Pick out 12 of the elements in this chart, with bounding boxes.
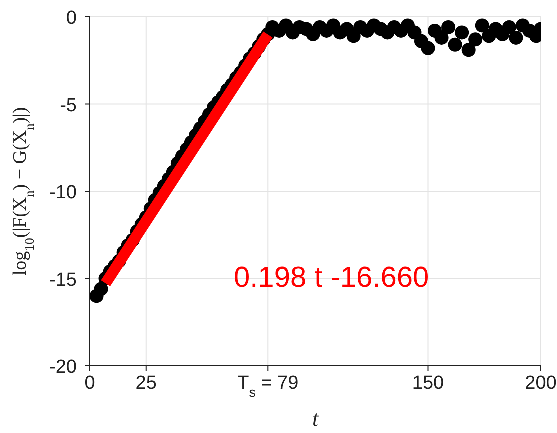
y-tick-label: -10: [50, 182, 77, 204]
x-tick-label: 0: [84, 373, 96, 394]
x-tick-label: 25: [136, 373, 157, 394]
x-tick-label: 150: [412, 373, 444, 394]
y-tick-label: 0: [66, 8, 77, 29]
y-tick-label: -20: [50, 357, 77, 378]
x-tick-label: 200: [525, 373, 557, 394]
x-axis-title: t: [312, 406, 320, 431]
y-tick-label: -15: [50, 270, 77, 291]
x-tick-label: T$_{s}$ = 79: [238, 373, 299, 400]
y-tick-label: -5: [60, 95, 77, 116]
annotation: 0.198 t -16.660: [234, 262, 430, 295]
